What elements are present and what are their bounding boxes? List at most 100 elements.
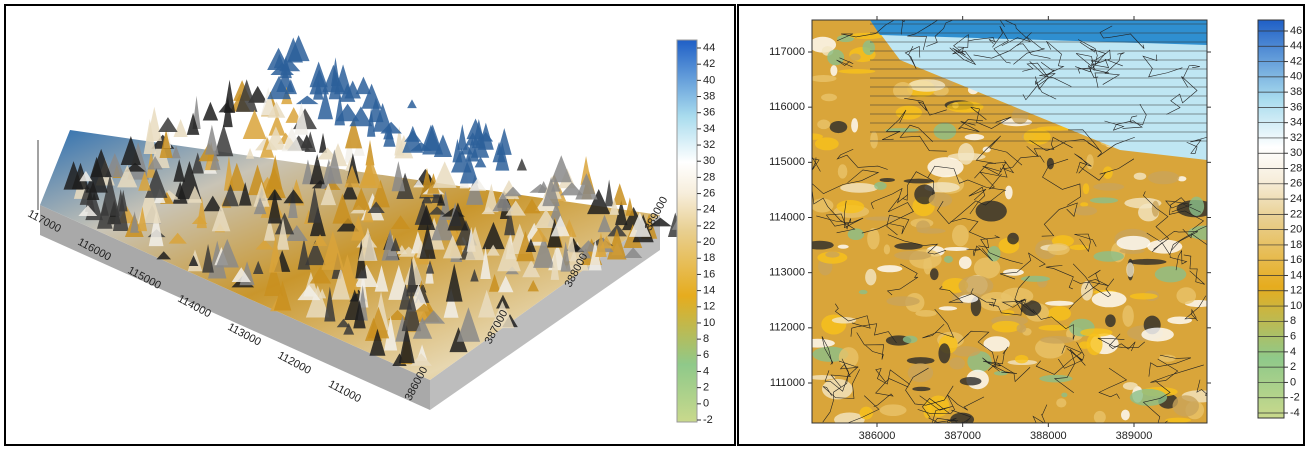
- blob: [904, 179, 934, 184]
- blob: [1081, 281, 1093, 301]
- blob: [863, 40, 875, 55]
- blob: [1083, 183, 1089, 194]
- colorbar-label: 32: [703, 139, 715, 151]
- blob: [939, 306, 957, 310]
- blob: [806, 241, 834, 250]
- blob: [959, 256, 972, 269]
- blob: [1056, 398, 1066, 407]
- colorbar-label: 26: [1290, 178, 1302, 190]
- blob: [1123, 382, 1138, 390]
- colorbar-label: 6: [1290, 331, 1296, 343]
- blob: [893, 82, 913, 99]
- blob: [912, 387, 930, 391]
- colorbar-label: 34: [1290, 117, 1302, 129]
- blob: [874, 182, 887, 190]
- blob: [1073, 206, 1097, 215]
- peak: [404, 130, 421, 141]
- y-tick-label: 117000: [769, 46, 805, 58]
- blob: [1155, 266, 1187, 282]
- blob: [1165, 418, 1191, 423]
- colorbar-label: 12: [1290, 285, 1302, 297]
- blob: [929, 193, 953, 207]
- blob: [944, 256, 953, 263]
- blob: [800, 339, 835, 348]
- colorbar-label: 2: [703, 382, 709, 394]
- peak: [605, 179, 614, 206]
- blob: [908, 79, 945, 92]
- colorbar-label: 42: [703, 58, 715, 70]
- colorbar-label: 34: [703, 123, 715, 135]
- peak: [205, 125, 219, 155]
- blob: [965, 134, 984, 140]
- colorbar-label: 24: [703, 204, 715, 216]
- blob: [1129, 259, 1167, 265]
- colorbar-label: 4: [703, 365, 709, 377]
- peak: [356, 77, 372, 94]
- colorbar-label: 44: [1290, 40, 1302, 52]
- y-tick-label: 113000: [769, 267, 805, 279]
- colorbar-label: 32: [1290, 132, 1302, 144]
- blob: [1061, 393, 1067, 398]
- peak: [551, 155, 572, 182]
- colorbar: [1258, 20, 1284, 418]
- blob: [850, 53, 861, 60]
- peak: [433, 161, 457, 188]
- blob: [983, 336, 1009, 351]
- blob: [1105, 314, 1116, 327]
- colorbar-label: 14: [703, 285, 715, 297]
- blob: [1016, 324, 1026, 333]
- colorbar-label: 30: [1290, 147, 1302, 159]
- blob: [821, 94, 837, 102]
- blob: [907, 357, 935, 364]
- blob: [838, 69, 875, 74]
- blob: [1045, 301, 1074, 306]
- x-tick-label: 389000: [1116, 430, 1153, 442]
- blob: [917, 228, 946, 233]
- blob: [894, 243, 922, 250]
- colorbar-label: 44: [703, 42, 715, 54]
- colorbar-label: 10: [1290, 300, 1302, 312]
- colorbar-label: 8: [1290, 315, 1296, 327]
- blob: [1148, 171, 1179, 184]
- blob: [1080, 328, 1112, 336]
- blob: [859, 290, 868, 294]
- colorbar-label: 36: [1290, 101, 1302, 113]
- colorbar-label: 12: [703, 301, 715, 313]
- blob: [976, 201, 1007, 222]
- blob: [880, 404, 907, 416]
- blob: [930, 268, 939, 280]
- peak: [467, 118, 485, 139]
- peak: [392, 161, 405, 191]
- blob: [944, 247, 969, 251]
- colorbar-label: 6: [703, 349, 709, 361]
- colorbar-label: 0: [703, 398, 709, 410]
- colorbar-label: 4: [1290, 346, 1296, 358]
- colorbar-label: 14: [1290, 269, 1302, 281]
- blob: [1173, 395, 1199, 416]
- y-tick-label: 114000: [769, 211, 805, 223]
- colorbar-label: 38: [1290, 86, 1302, 98]
- blob: [1093, 251, 1124, 262]
- blob: [934, 123, 957, 140]
- blob: [1047, 243, 1069, 255]
- colorbar-label: 20: [1290, 224, 1302, 236]
- colorbar-label: 46: [1290, 25, 1302, 37]
- colorbar-label: 18: [1290, 239, 1302, 251]
- blob: [815, 137, 839, 150]
- colorbar-label: 40: [1290, 71, 1302, 83]
- blob: [1079, 341, 1091, 349]
- peak: [246, 148, 254, 159]
- y-tick-label: 111000: [326, 378, 363, 405]
- colorbar-label: 28: [703, 171, 715, 183]
- blob: [1116, 236, 1150, 250]
- colorbar-label: 42: [1290, 55, 1302, 67]
- y-tick-label: 116000: [769, 101, 805, 113]
- blob: [1002, 310, 1015, 315]
- peak: [407, 99, 417, 108]
- colorbar-label: 22: [1290, 208, 1302, 220]
- contour-map: [800, 4, 1237, 449]
- blob: [938, 343, 950, 363]
- peak: [626, 197, 635, 215]
- colorbar-label: 30: [703, 155, 715, 167]
- blob: [1023, 129, 1050, 145]
